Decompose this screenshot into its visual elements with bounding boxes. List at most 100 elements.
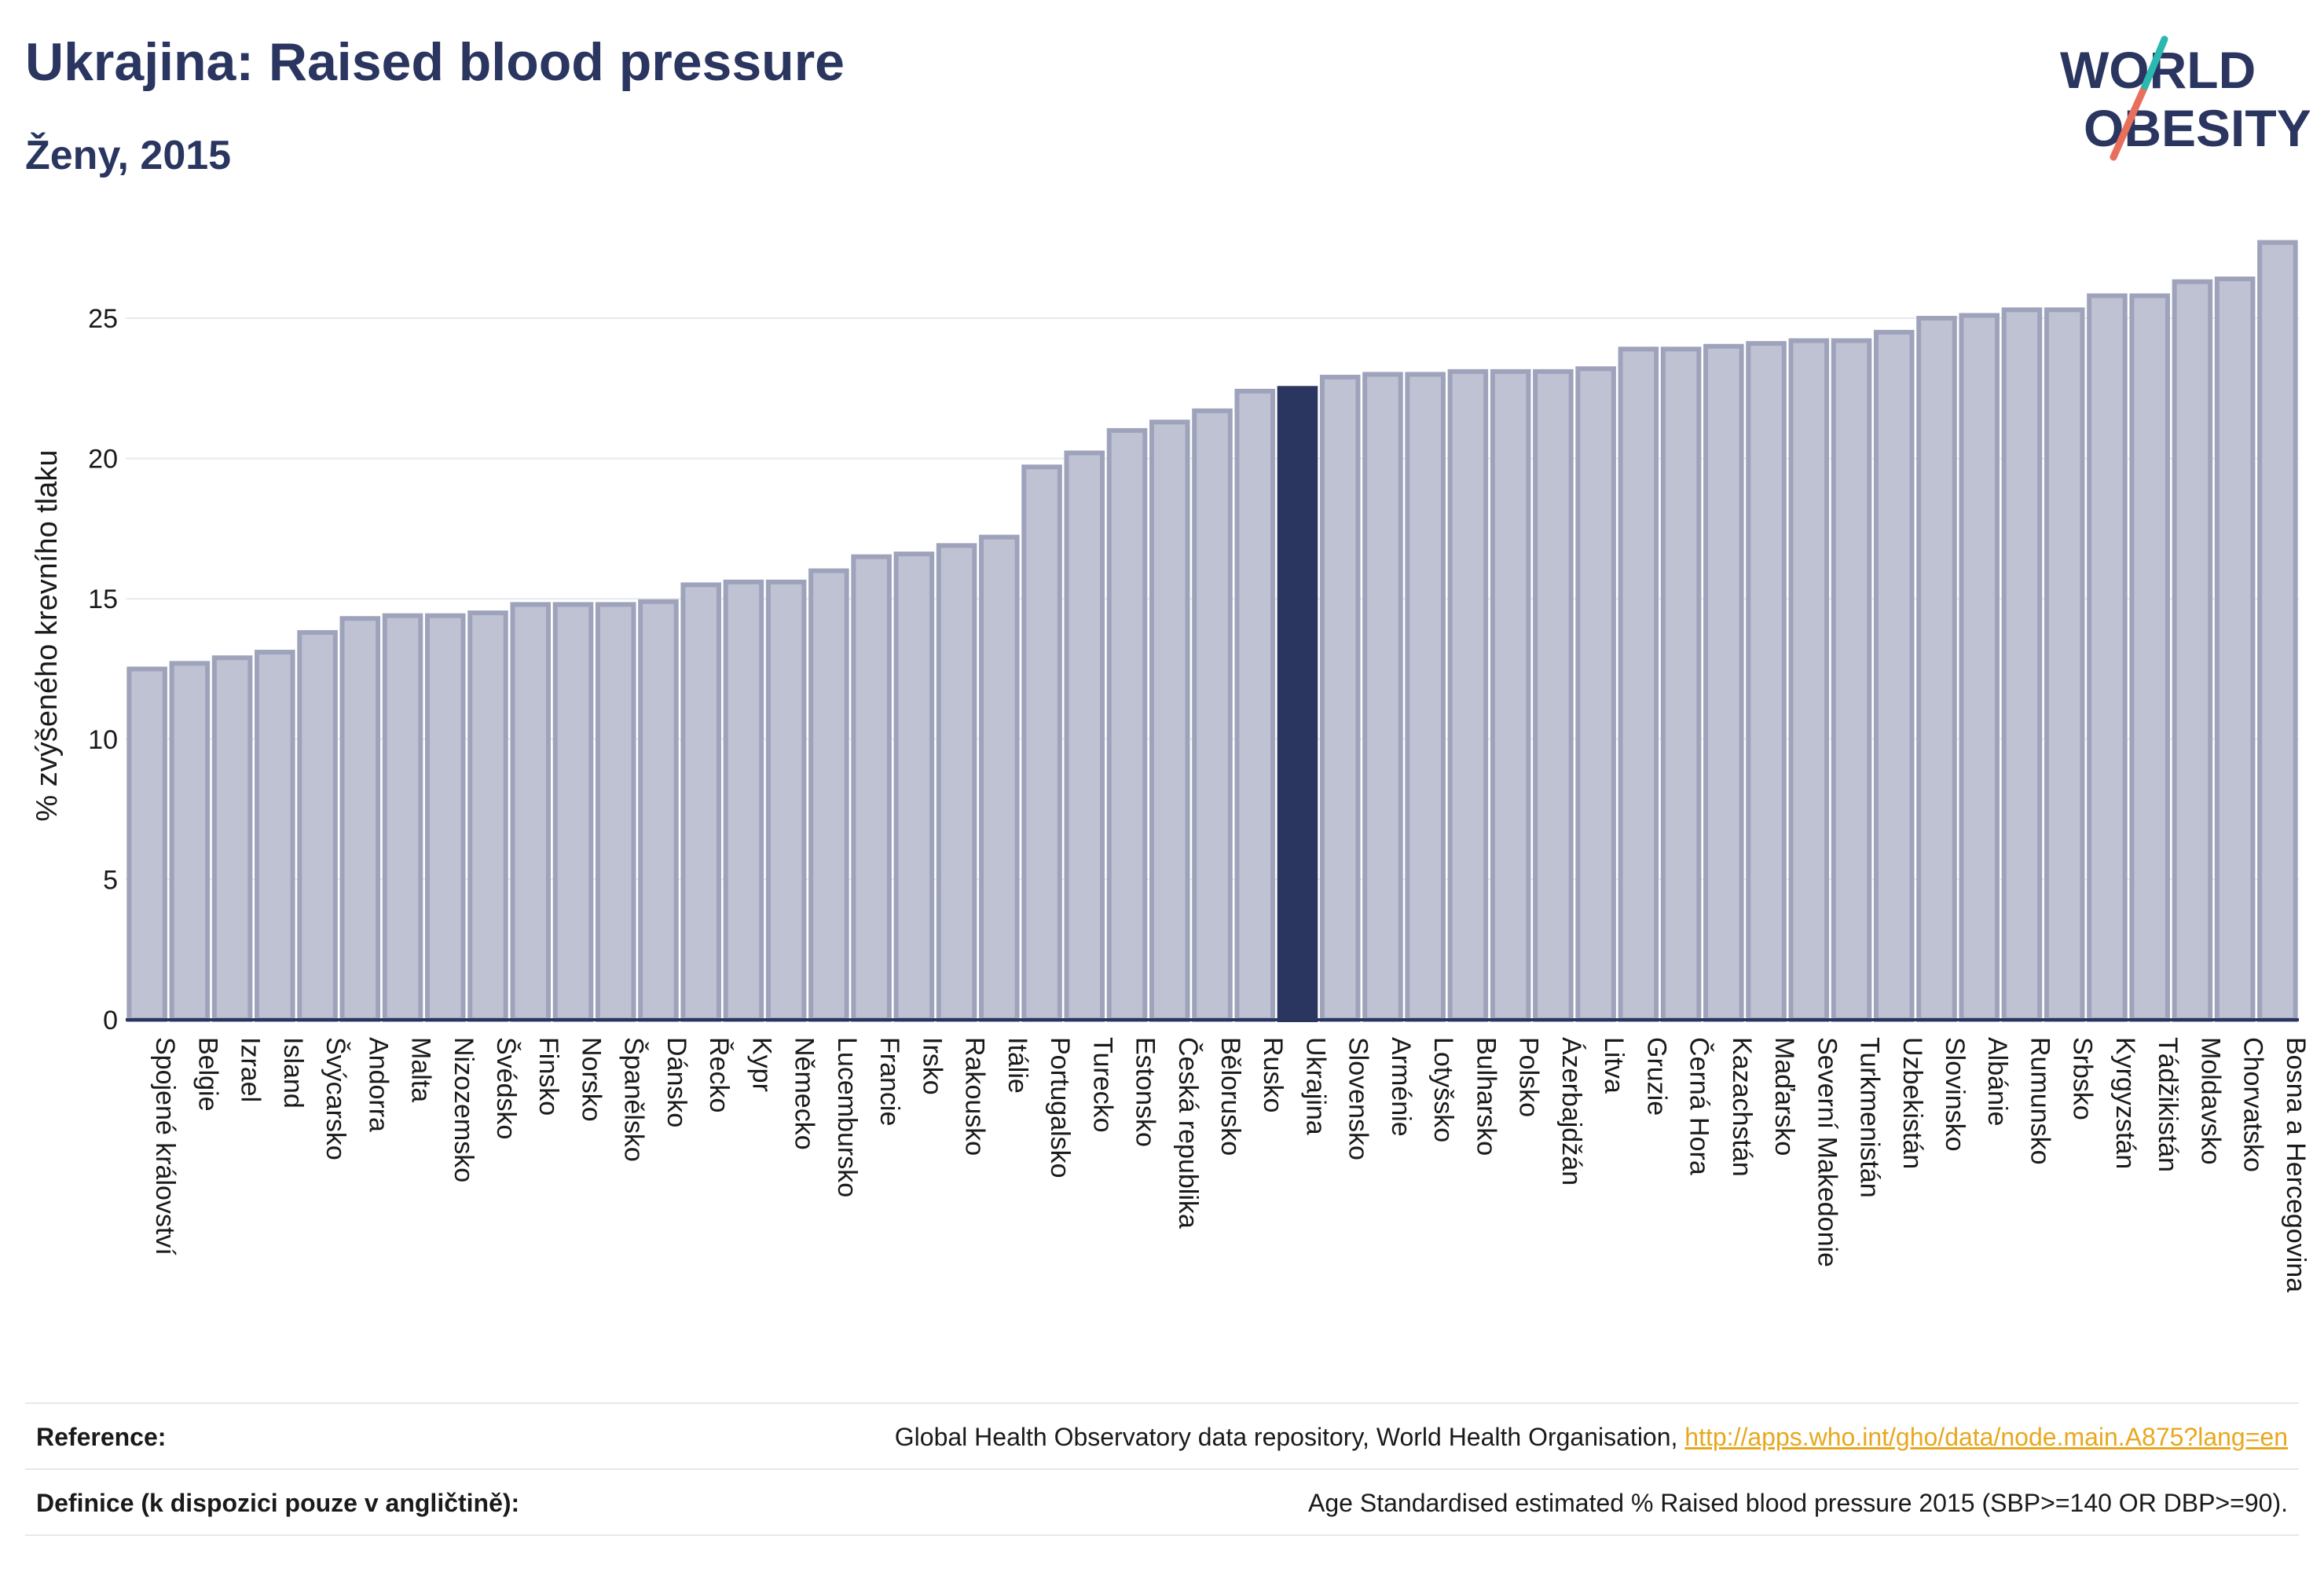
x-tick-label: Itálie [1003,1037,1032,1094]
x-tick-label: Ukrajina [1300,1037,1330,1135]
bar-chorvatsko [2214,277,2256,1023]
x-tick-label: Německo [790,1037,819,1150]
bar-nizozemsko [424,613,466,1022]
bar-kyrgyzstán [2087,293,2128,1023]
x-tick-label: Černá Hora [1684,1037,1714,1175]
reference-label: Reference: [36,1422,167,1451]
bars [126,240,2298,1023]
x-tick-label: Finsko [533,1037,563,1116]
bar-litva [1575,366,1616,1023]
x-tick-label: Spojené království [150,1037,180,1255]
x-tick-label: Slovinsko [1940,1037,1970,1152]
x-tick-label: Portugalsko [1045,1037,1075,1178]
x-tick-label: Švýcarsko [321,1037,350,1160]
y-axis-ticks: 0 5 10 15 20 25 [88,304,118,1035]
bar-lucembursko [808,568,849,1022]
x-tick-label: Irsko [917,1037,947,1095]
reference-link[interactable]: http://apps.who.int/gho/data/node.main.A… [1684,1422,2288,1451]
bar-island [255,650,295,1023]
x-tick-label: Turkmenistán [1855,1037,1885,1198]
bar-polsko [1490,368,1531,1022]
x-tick-label: Tádžikistán [2153,1037,2183,1172]
bar-srbsko [2044,307,2085,1022]
y-tick-label: 20 [88,445,118,475]
x-tick-label: Polsko [1514,1037,1544,1117]
bar-norsko [552,602,594,1022]
bar-německo [765,579,807,1022]
x-tick-label: Belgie [192,1037,222,1112]
bar-belgie [169,661,211,1023]
bar-kazachstán [1703,343,1744,1023]
x-tick-label: Estonsko [1131,1037,1160,1147]
x-tick-label: Uzbekistán [1897,1037,1927,1169]
bar-severní-makedonie [1788,338,1830,1023]
x-tick-label: Francie [874,1037,904,1126]
bar-itálie [979,534,1020,1022]
bar-slovensko [1319,375,1361,1022]
reference-row: Reference: Global Health Observatory dat… [25,1402,2299,1470]
bar-dánsko [638,599,679,1022]
x-tick-label: Slovensko [1343,1037,1373,1160]
bar-česká-republika [1149,420,1190,1022]
bar-švýcarsko [297,630,338,1022]
definition-row: Definice (k dispozici pouze v angličtině… [25,1468,2299,1536]
bar-slovinsko [1916,316,1957,1023]
y-tick-label: 0 [103,1006,118,1035]
bar-rumunsko [2001,307,2043,1022]
bar-ázerbajdžán [1533,368,1574,1022]
bar-izrael [211,655,253,1023]
x-tick-label: Andorra [363,1037,393,1132]
x-tick-label: Malta [406,1037,436,1102]
bar-finsko [510,602,552,1022]
bar-albánie [1959,313,2000,1022]
y-tick-label: 15 [88,585,118,614]
bar-tádžikistán [2129,293,2170,1023]
x-tick-label: Rumunsko [2025,1037,2055,1165]
y-tick-label: 25 [88,304,118,334]
x-tick-label: Ázerbajdžán [1556,1037,1586,1186]
x-tick-label: Lucembursko [832,1037,862,1197]
bar-lotyšsko [1405,372,1446,1023]
bar-portugalsko [1021,464,1062,1022]
bar-bělorusko [1192,408,1233,1022]
x-tick-label: Maďarsko [1769,1037,1799,1156]
x-tick-label: Španělsko [619,1037,649,1162]
reference-text: Global Health Observatory data repositor… [894,1422,1685,1451]
x-tick-label: Kazachstán [1727,1037,1757,1177]
bar-moldavsko [2172,279,2213,1022]
x-tick-label: Srbsko [2068,1037,2098,1120]
bar-estonsko [1106,427,1148,1022]
chart-title: Ukrajina: Raised blood pressure [25,32,845,92]
x-tick-label: Bělorusko [1215,1037,1245,1156]
x-tick-label: Rakousko [960,1037,990,1156]
definition-label: Definice (k dispozici pouze v angličtině… [36,1488,520,1517]
x-tick-label: Moldavsko [2195,1037,2225,1165]
reference-value: Global Health Observatory data repositor… [895,1423,2299,1452]
x-tick-label: Kyrgyzstán [2110,1037,2140,1169]
x-tick-label: Rusko [1258,1037,1288,1112]
x-tick-label: Lotyšsko [1428,1037,1458,1142]
bar-turecko [1064,450,1105,1022]
definition-value: Age Standardised estimated % Raised bloo… [1308,1488,2288,1517]
world-obesity-logo: WORLD OBESITY [2060,35,2310,161]
logo-slash-icon-teal [2141,35,2168,90]
x-tick-label: Kypr [746,1037,776,1092]
x-tick-label: Albánie [1982,1037,2012,1126]
bar-malta [382,613,423,1022]
bar-švédsko [467,610,508,1022]
bar-chart: 0 5 10 15 20 25 Spojené království Belgie Izrae… [31,240,2311,1292]
x-tick-label: Chorvatsko [2238,1037,2268,1172]
bar-bosna-a-hercegovina [2257,240,2298,1022]
x-tick-label: Izrael [236,1037,266,1102]
x-tick-label: Řecko [704,1037,734,1112]
y-tick-label: 10 [88,725,118,755]
bar-rakousko [936,543,977,1022]
x-tick-label: Gruzie [1641,1037,1671,1116]
bar-francie [851,554,892,1022]
x-tick-label: Bosna a Hercegovina [2281,1037,2311,1292]
bar-ukrajina [1277,386,1318,1022]
x-tick-label: Švédsko [491,1037,521,1139]
bar-arménie [1362,372,1403,1023]
bar-řecko [680,582,721,1022]
bar-gruzie [1618,346,1659,1022]
